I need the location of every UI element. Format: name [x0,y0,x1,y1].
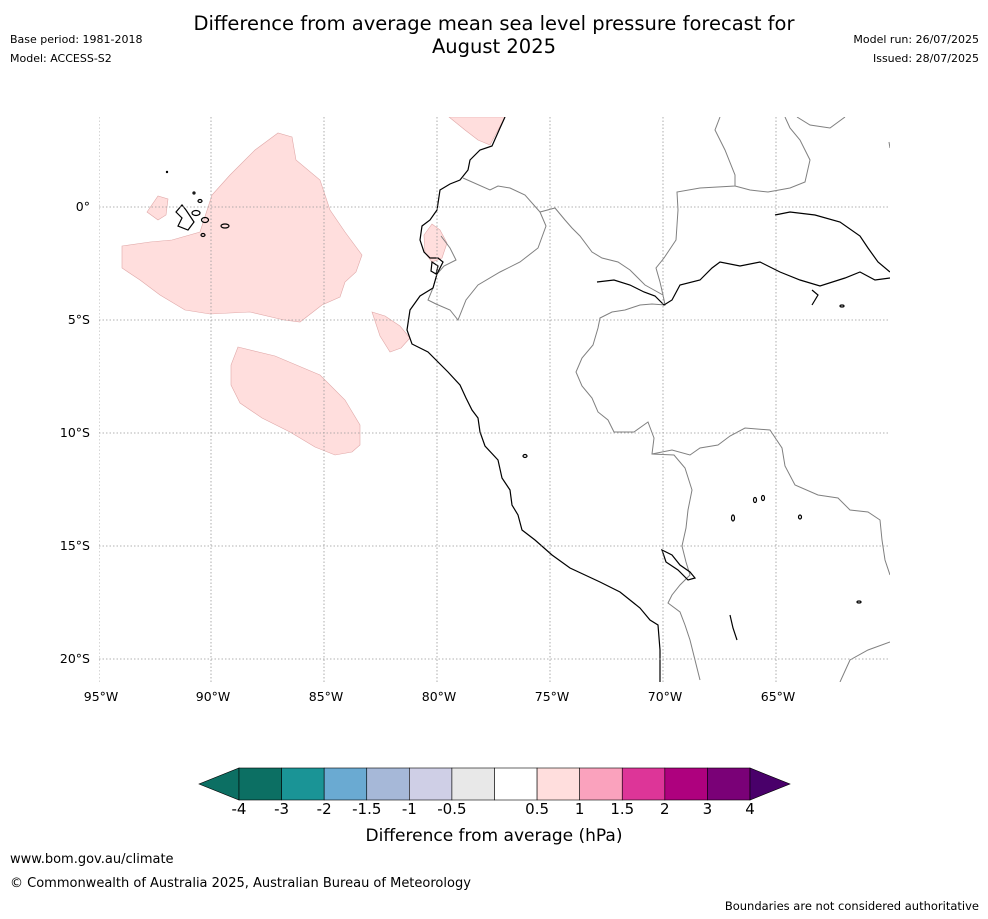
anomaly-region-north [448,117,506,146]
lat-label-20s: 20°S [59,651,90,666]
model-text: Model: ACCESS-S2 [10,52,112,65]
coastlines [406,117,890,682]
lon-label-90w: 90°W [195,689,231,704]
colorbar-segment [707,767,751,801]
colorbar-tick-label: 2 [660,800,670,818]
base-period-text: Base period: 1981-2018 [10,33,143,46]
lat-label-0: 0° [75,199,90,214]
chart-title: Difference from average mean sea level p… [0,12,988,58]
colorbar-title: Difference from average (hPa) [365,826,623,846]
colorbar-segment [409,767,453,801]
anomaly-regions [121,117,506,456]
anomaly-region-west [121,132,363,323]
colorbar-segment [366,767,410,801]
anomaly-region-gulf [423,223,448,263]
footer-url: www.bom.gov.au/climate [10,852,174,867]
colorbar-tick-label: -0.5 [437,800,467,818]
colorbar-under-arrow [198,767,240,801]
lon-label-75w: 75°W [534,689,570,704]
footer-note: Boundaries are not considered authoritat… [724,899,979,913]
colorbar-tick-label: -4 [231,800,247,818]
gridlines [99,117,890,682]
lat-label-10s: 10°S [59,425,90,440]
colorbar-segment [451,767,495,801]
colorbar-segment [238,767,282,801]
footer-copyright: © Commonwealth of Australia 2025, Austra… [10,876,471,891]
colorbar-over-arrow [749,767,791,801]
colorbar-tick-label: -3 [274,800,290,818]
lon-label-95w: 95°W [83,689,119,704]
title-line-1: Difference from average mean sea level p… [193,12,795,35]
colorbar-segment [536,767,580,801]
colorbar-segment [281,767,325,801]
amazon-river [596,261,890,306]
lon-label-80w: 80°W [421,689,457,704]
colorbar [198,767,791,801]
lat-label-5s: 5°S [67,312,90,327]
colorbar-tick-label: -1.5 [352,800,382,818]
colorbar-tick-label: 1.5 [610,800,635,818]
colorbar-segment [621,767,666,801]
lon-label-70w: 70°W [647,689,683,704]
issued-text: Issued: 28/07/2025 [872,52,979,65]
colorbar-tick-label: 4 [745,800,755,818]
country-borders [427,117,890,682]
lat-label-15s: 15°S [59,538,90,553]
lon-label-85w: 85°W [308,689,344,704]
pacific-coast [406,117,661,682]
anomaly-region-small-west [146,195,169,221]
lon-label-65w: 65°W [760,689,796,704]
lake-titicaca [660,548,697,581]
meta-left: Base period: 1981-2018 Model: ACCESS-S2 [10,30,142,68]
colorbar-tick-label: 3 [702,800,713,818]
colorbar-segment [579,767,623,801]
colorbar-segment [494,767,538,801]
meta-right: Model run: 26/07/2025 Issued: 28/07/2025 [853,30,979,68]
anomaly-region-south [230,346,361,456]
colorbar-tick-label: -1 [401,800,417,818]
colorbar-tick-label: 0.5 [525,800,550,818]
anomaly-region-coast-south [371,311,411,353]
colorbar-segment [323,767,368,801]
colorbar-segment [664,767,708,801]
colorbar-tick-label: 1 [574,800,585,818]
model-run-text: Model run: 26/07/2025 [853,33,979,46]
galapagos-islands [165,170,862,641]
colorbar-tick-label: -2 [316,800,332,818]
title-line-2: August 2025 [431,35,557,58]
tributary-river [774,211,890,273]
